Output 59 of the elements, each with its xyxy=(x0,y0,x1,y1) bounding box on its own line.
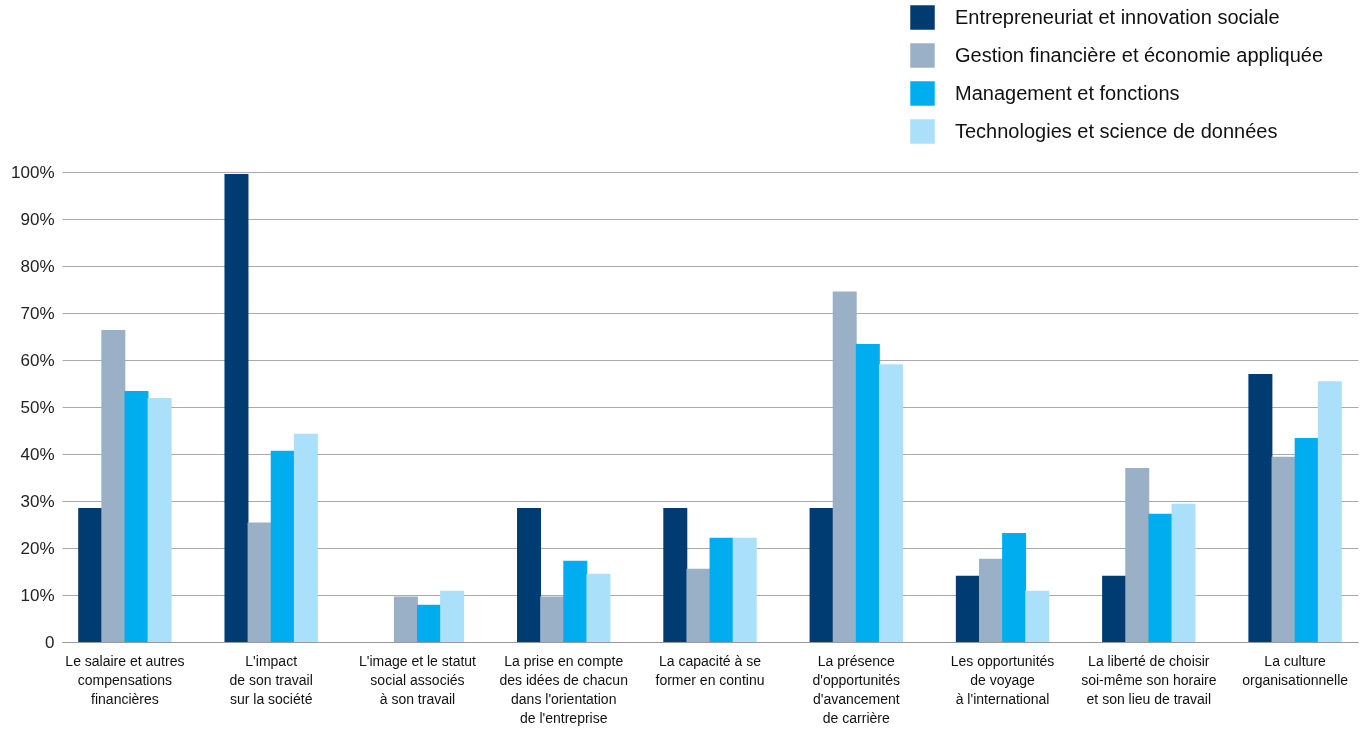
bar xyxy=(1317,381,1342,642)
bar xyxy=(732,537,757,642)
y-tick-label: 60% xyxy=(20,350,55,370)
bar xyxy=(101,329,126,642)
bar xyxy=(1125,468,1150,642)
x-tick-label: Les opportunités de voyage à l'international xyxy=(950,652,1055,707)
y-tick-label: 20% xyxy=(20,538,55,558)
x-tick-label: La capacité à se former en continu xyxy=(655,652,765,688)
bar xyxy=(1171,503,1196,642)
bar xyxy=(1102,575,1127,642)
bar xyxy=(440,590,465,642)
y-tick-label: 70% xyxy=(20,303,55,323)
x-tick-label: La culture organisationnelle xyxy=(1242,652,1349,688)
bar xyxy=(393,596,418,642)
x-tick-label: La liberté de choisir soi-même son horaire et son lieu de travail xyxy=(1081,652,1217,707)
legend-label: Technologies et science de données xyxy=(955,119,1278,142)
y-tick-label: 30% xyxy=(20,491,55,511)
bar xyxy=(247,522,272,642)
bar xyxy=(978,558,1003,642)
y-tick-label: 10% xyxy=(20,585,55,605)
y-tick-label: 40% xyxy=(20,444,55,464)
bar xyxy=(78,508,103,642)
bar xyxy=(224,173,249,642)
bar xyxy=(955,575,980,642)
y-tick-label: 100% xyxy=(11,162,55,182)
bar xyxy=(147,398,172,642)
bar xyxy=(1025,590,1050,642)
bar xyxy=(832,291,857,642)
x-tick-label: L'impact de son travail sur la société xyxy=(229,652,313,707)
bar xyxy=(293,433,318,642)
bar xyxy=(855,344,880,642)
y-tick-label: 50% xyxy=(20,397,55,417)
bar xyxy=(663,508,688,642)
bar xyxy=(809,508,834,642)
bar xyxy=(686,568,711,642)
bar xyxy=(517,508,542,642)
bar xyxy=(1294,438,1319,642)
legend-label: Management et fonctions xyxy=(955,81,1180,104)
bar xyxy=(124,391,149,642)
bar xyxy=(1148,513,1173,642)
x-tick-label: La prise en compte des idées de chacun dans l'orientation de l'entreprise xyxy=(499,652,628,726)
legend-label: Gestion financière et économie appliquée xyxy=(955,43,1324,66)
bar xyxy=(878,364,903,642)
x-tick-label: Le salaire et autres compensations financières xyxy=(65,652,185,707)
bar xyxy=(586,573,611,642)
legend-label: Entrepreneuriat et innovation sociale xyxy=(955,5,1280,28)
y-tick-label: 0 xyxy=(45,632,55,652)
bar xyxy=(563,560,588,642)
bar xyxy=(1248,374,1273,642)
x-tick-label: La présence d'opportunités d'avancement de carrière xyxy=(812,652,901,726)
bar xyxy=(709,537,734,642)
bar xyxy=(1002,532,1027,642)
y-tick-label: 80% xyxy=(20,256,55,276)
bar xyxy=(270,450,295,642)
bar xyxy=(540,596,565,642)
y-tick-label: 90% xyxy=(20,209,55,229)
bar xyxy=(1271,456,1296,642)
bar xyxy=(417,604,442,642)
x-tick-label: L'image et le statut social associés à son travail xyxy=(358,652,477,707)
